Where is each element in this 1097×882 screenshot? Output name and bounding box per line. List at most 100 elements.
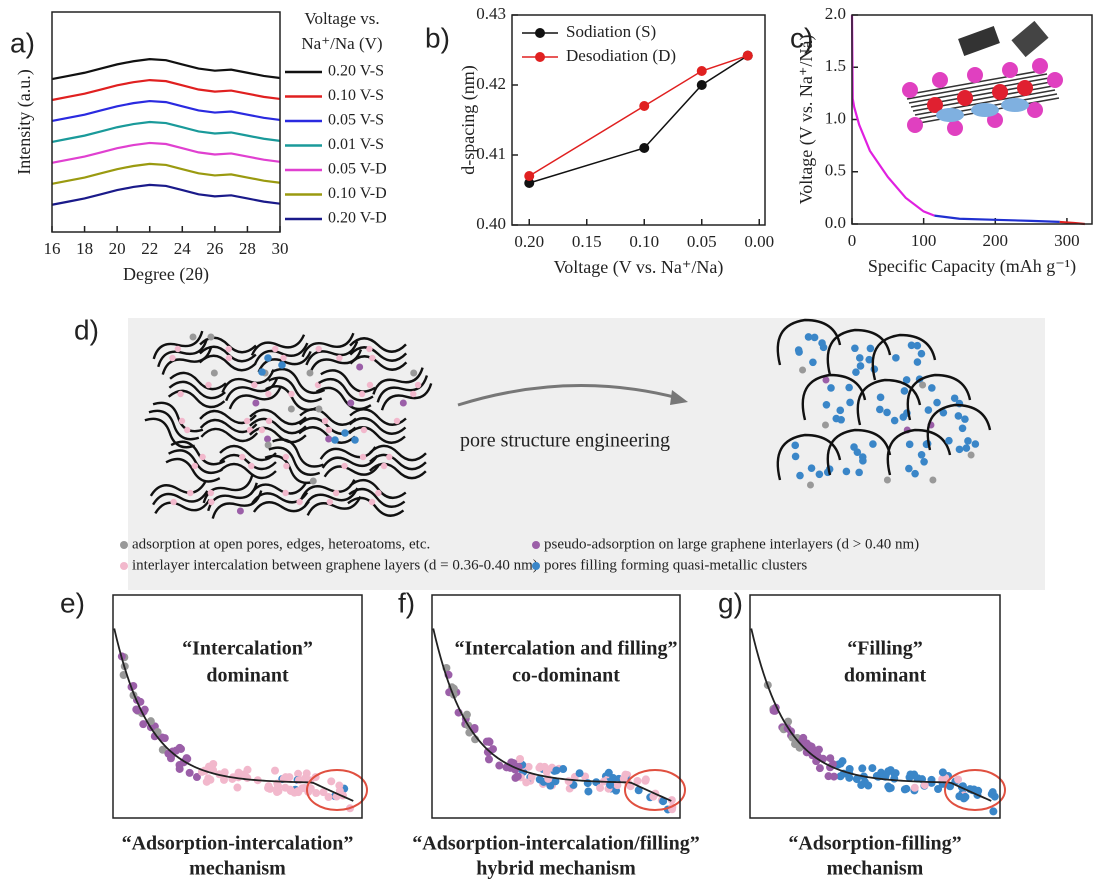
ion	[252, 399, 260, 407]
dot	[954, 775, 963, 784]
ion	[177, 390, 184, 398]
graphene-sheet	[272, 438, 324, 468]
ion	[280, 354, 287, 362]
graphene-sheet	[305, 340, 359, 366]
x-tick-label: 0.05	[687, 232, 717, 251]
ion	[278, 361, 286, 369]
ion	[856, 362, 865, 370]
ion	[169, 354, 176, 362]
ion	[287, 405, 295, 413]
dot	[535, 763, 544, 772]
graphene-sheet	[149, 481, 207, 497]
dot	[233, 783, 242, 792]
ion	[967, 451, 975, 459]
dot	[175, 743, 184, 752]
pore-wall	[871, 333, 937, 381]
ion	[331, 436, 339, 444]
series-line	[934, 214, 1060, 224]
flake	[1011, 20, 1049, 58]
panel-label: a)	[10, 27, 35, 58]
ion	[1017, 80, 1033, 96]
legend-label: 0.01 V-S	[328, 136, 384, 153]
pore-wall	[776, 433, 842, 481]
dot	[513, 772, 522, 781]
dot	[240, 770, 249, 779]
ion	[971, 440, 980, 448]
y-tick-label: 0.42	[476, 74, 506, 93]
ion	[225, 354, 233, 362]
ion	[191, 462, 198, 470]
legend-label: pores filling forming quasi-metallic clu…	[544, 557, 807, 573]
dot	[160, 734, 169, 743]
x-tick-label: 20	[109, 239, 126, 258]
x-axis-label: Voltage (V vs. Na⁺/Na)	[554, 257, 724, 278]
ion	[207, 489, 215, 497]
dot	[961, 792, 970, 801]
graphene-sheet	[348, 487, 406, 508]
series-line	[51, 141, 281, 164]
dot	[274, 781, 283, 790]
dot	[900, 785, 909, 794]
ion	[341, 462, 348, 470]
dot	[484, 755, 493, 764]
graphene-sheet	[170, 440, 226, 466]
cluster	[971, 103, 999, 117]
dot	[524, 762, 533, 771]
ion	[258, 426, 266, 434]
ion	[341, 429, 349, 437]
point	[742, 50, 753, 61]
ion	[199, 453, 206, 461]
dot	[185, 768, 194, 777]
ion	[822, 376, 830, 384]
series-line	[850, 14, 935, 217]
ion	[1027, 102, 1043, 118]
ion	[900, 387, 909, 395]
x-tick-label: 24	[174, 239, 192, 258]
graphene-sheet	[257, 350, 312, 373]
ion	[183, 426, 191, 434]
x-tick-label: 16	[44, 239, 61, 258]
x-axis-label: Specific Capacity (mAh g⁻¹)	[868, 256, 1076, 277]
ion	[804, 333, 813, 341]
x-tick-label: 200	[983, 231, 1009, 250]
dot	[621, 770, 630, 779]
dot	[294, 769, 303, 778]
graphene-sheet	[219, 462, 277, 480]
x-tick-label: 18	[76, 239, 93, 258]
ion	[356, 363, 364, 371]
ion	[258, 368, 266, 376]
graphene-sheet	[152, 401, 204, 433]
dot	[575, 769, 584, 778]
legend-dot	[532, 541, 540, 549]
series-line	[51, 183, 281, 206]
dot	[271, 766, 280, 775]
ion	[913, 341, 922, 350]
graphene-sheet	[300, 479, 356, 499]
ion	[883, 476, 891, 484]
ion	[210, 369, 218, 377]
ion	[1047, 72, 1063, 88]
panel-label: b)	[425, 22, 450, 53]
graphene-sheet	[349, 346, 408, 362]
ion	[358, 390, 366, 398]
ion	[842, 467, 851, 476]
graphene-sheet	[299, 408, 357, 426]
dot	[483, 748, 492, 757]
ion	[236, 507, 244, 515]
ion	[927, 97, 943, 113]
ion	[791, 452, 800, 461]
voltage-curve	[750, 628, 992, 802]
legend-label: pseudo-adsorption on large graphene inte…	[544, 536, 919, 552]
graphene-sheet	[349, 479, 407, 499]
ion	[818, 339, 826, 347]
graphene-sheet	[349, 337, 407, 353]
ion	[399, 399, 407, 407]
dot	[868, 764, 877, 773]
graphene-sheet	[268, 376, 323, 403]
ion	[264, 441, 272, 449]
ion	[851, 344, 859, 353]
ion	[845, 383, 853, 392]
ion	[907, 341, 916, 350]
ion	[950, 394, 959, 403]
